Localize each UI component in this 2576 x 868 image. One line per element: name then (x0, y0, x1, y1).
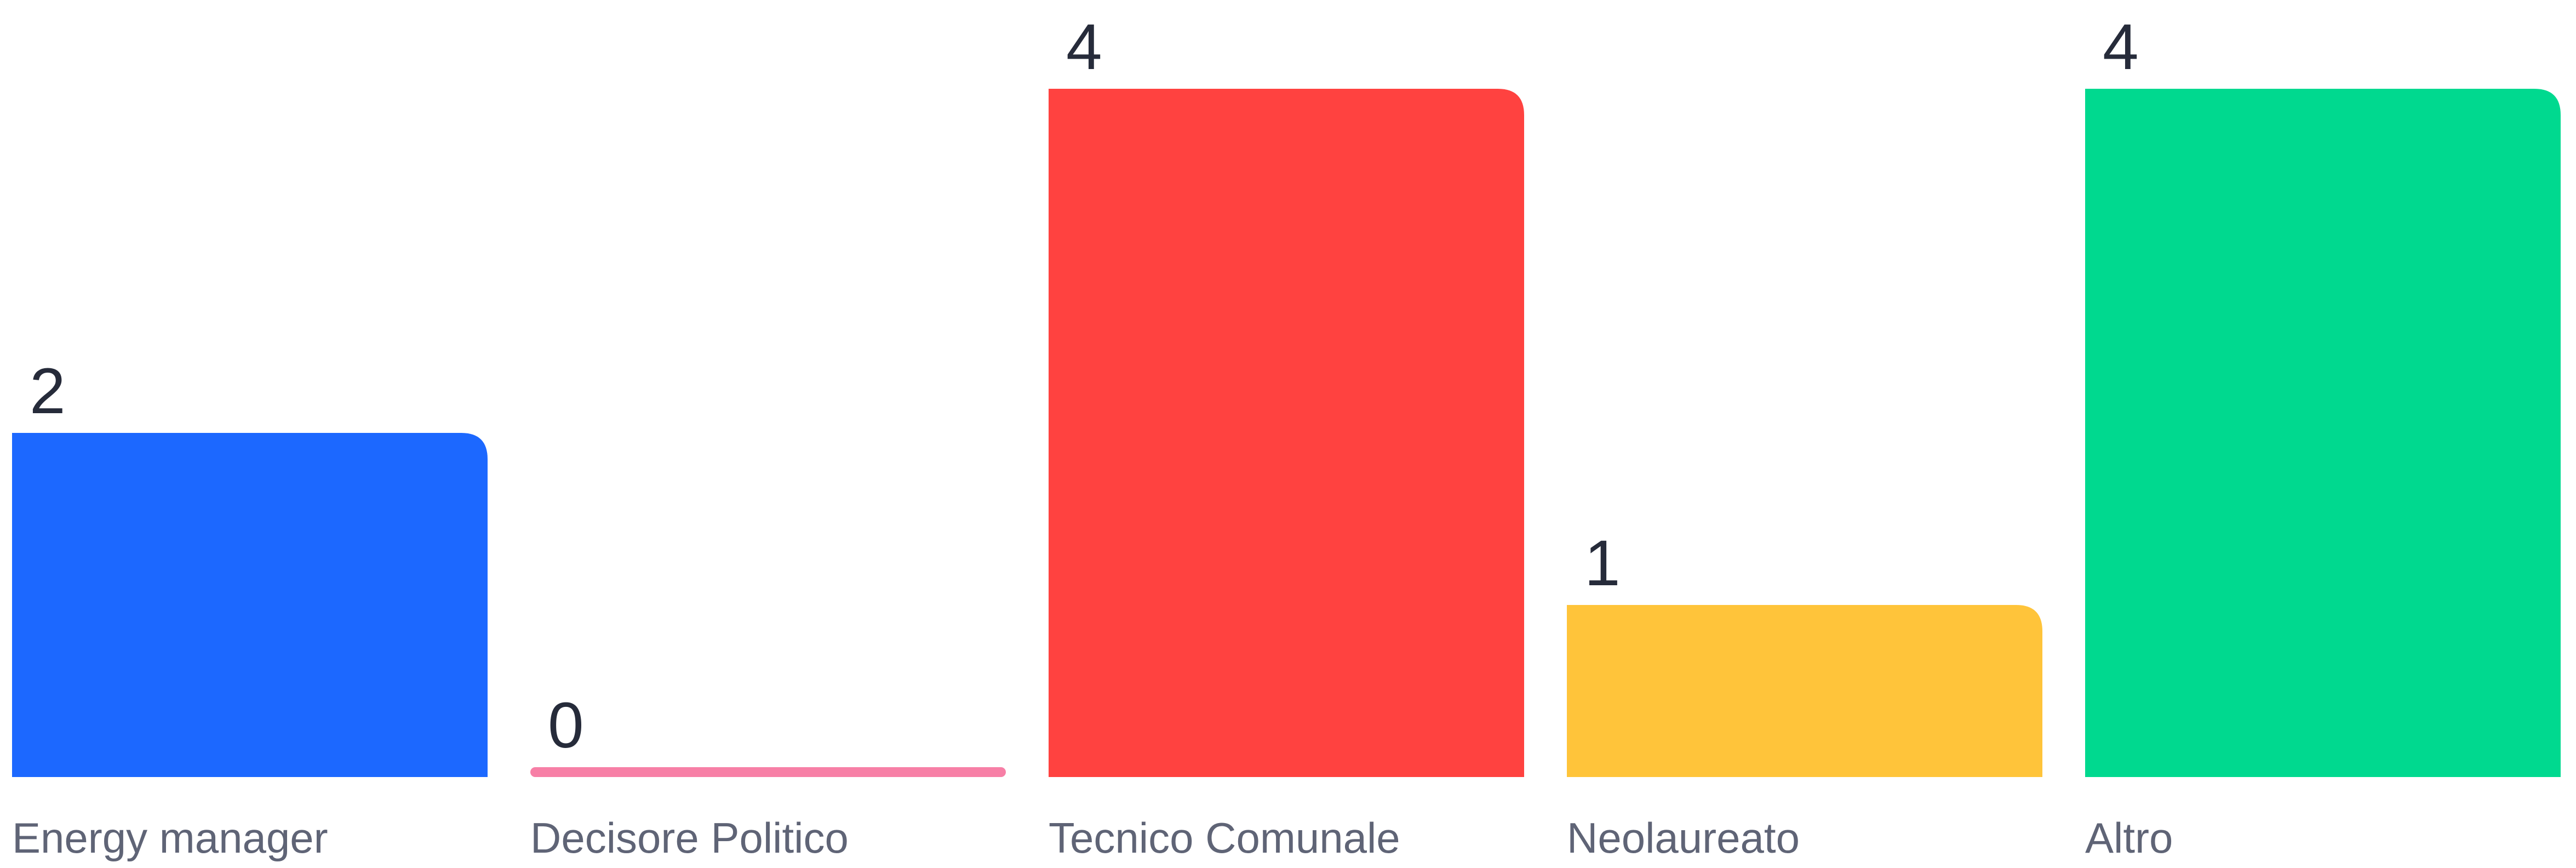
category-label-decisore-politico: Decisore Politico (530, 814, 849, 862)
value-label-tecnico-comunale: 4 (1066, 11, 1102, 83)
value-labels-layer: 2 0 4 1 4 (30, 11, 2139, 762)
bar-tecnico-comunale (1049, 89, 1524, 777)
value-label-energy-manager: 2 (30, 355, 66, 427)
category-label-energy-manager: Energy manager (12, 814, 328, 862)
value-label-decisore-politico: 0 (548, 689, 584, 762)
bar-energy-manager (12, 433, 488, 777)
category-label-altro: Altro (2085, 814, 2173, 862)
value-label-altro: 4 (2103, 11, 2139, 83)
bar-neolaureato (1567, 605, 2042, 777)
bar-decisore-politico (530, 767, 1006, 777)
bar-altro (2085, 89, 2561, 777)
category-label-tecnico-comunale: Tecnico Comunale (1049, 814, 1400, 862)
bars-layer (12, 89, 2561, 777)
category-labels-layer: Energy manager Decisore Politico Tecnico C… (12, 814, 2173, 862)
value-label-neolaureato: 1 (1584, 527, 1621, 599)
category-label-neolaureato: Neolaureato (1567, 814, 1800, 862)
